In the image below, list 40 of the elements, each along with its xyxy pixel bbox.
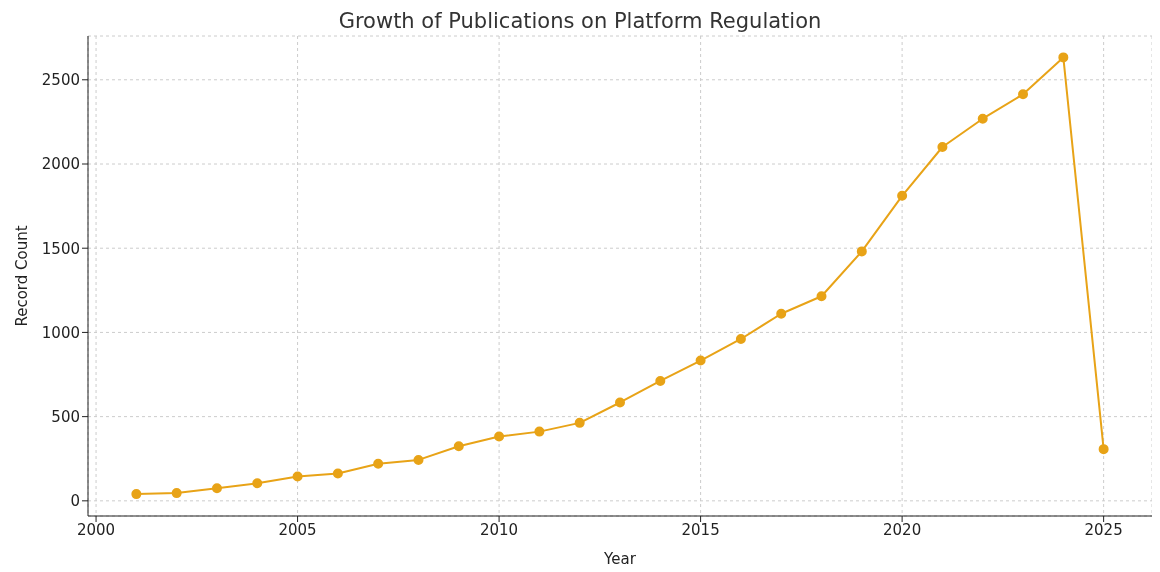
x-tick-label: 2005 bbox=[278, 520, 317, 539]
point bbox=[1098, 444, 1109, 455]
point bbox=[735, 333, 746, 344]
x-tick-label: 2000 bbox=[76, 520, 116, 539]
x-tick-label: 2015 bbox=[681, 520, 720, 539]
point bbox=[131, 489, 142, 500]
y-tick-label: 1000 bbox=[41, 323, 80, 342]
y-tick-label: 2000 bbox=[41, 155, 80, 174]
point bbox=[494, 431, 505, 442]
point bbox=[574, 417, 585, 428]
point bbox=[695, 355, 706, 366]
point bbox=[211, 483, 222, 494]
point bbox=[1058, 52, 1069, 63]
point bbox=[655, 375, 666, 386]
y-tick-label: 500 bbox=[51, 407, 80, 426]
point bbox=[1018, 89, 1029, 100]
point bbox=[252, 478, 263, 489]
x-tick-label: 2025 bbox=[1084, 520, 1123, 539]
point bbox=[453, 441, 464, 452]
y-tick-label: 2500 bbox=[41, 71, 80, 90]
point bbox=[816, 291, 827, 302]
point bbox=[897, 190, 908, 201]
point bbox=[776, 308, 787, 319]
chart-title: Growth of Publications on Platform Regulation bbox=[337, 8, 823, 34]
point bbox=[413, 454, 424, 465]
point bbox=[373, 458, 384, 469]
point bbox=[332, 468, 343, 479]
x-axis-title: Year bbox=[603, 550, 637, 568]
point bbox=[856, 246, 867, 257]
y-tick-label: 0 bbox=[70, 492, 80, 511]
point bbox=[534, 426, 545, 437]
point bbox=[292, 471, 303, 482]
point bbox=[171, 488, 182, 499]
point bbox=[977, 113, 988, 124]
x-tick-label: 2010 bbox=[480, 520, 519, 539]
y-tick-label: 1500 bbox=[41, 239, 80, 258]
y-axis-title: Record Count bbox=[13, 225, 32, 327]
x-tick-label: 2020 bbox=[883, 520, 922, 539]
point bbox=[615, 397, 625, 408]
point bbox=[937, 141, 948, 152]
